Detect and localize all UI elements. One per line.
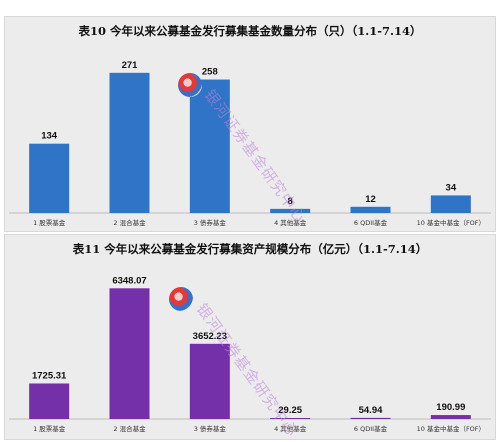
- category-label: 6 QDII基金: [354, 218, 388, 227]
- bar: [109, 288, 150, 419]
- bar: [430, 195, 471, 213]
- bar: [270, 418, 311, 419]
- galaxy-logo-icon: [178, 73, 202, 97]
- bar-value-label: 54.94: [359, 405, 383, 416]
- bar-chart-count: 134 1 股票基金 271 2 混合基金 258 3 债券基金 8 4 其他基金 12 6 QD…: [9, 60, 491, 227]
- bar-value-label: 258: [202, 67, 218, 78]
- bar-chart-assets: 1725.31 1 股票基金 6348.07 2 混合基金 3652.23 3 债券基金 2…: [9, 275, 491, 433]
- bar-value-label: 190.99: [436, 402, 465, 413]
- bar: [29, 143, 70, 213]
- category-label: 10 基金中基金（FOF）: [417, 424, 485, 433]
- bar-value-label: 134: [41, 131, 58, 142]
- category-label: 2 混合基金: [113, 218, 146, 227]
- bar-value-label: 12: [365, 194, 376, 205]
- category-label: 2 混合基金: [113, 424, 146, 433]
- chart-title-count: 表10 今年以来公募基金发行募集基金数量分布（只）（1.1-7.14）: [78, 24, 422, 38]
- category-label: 3 债券基金: [194, 218, 227, 227]
- bar-value-label: 1725.31: [32, 370, 67, 381]
- chart-title-assets: 表11 今年以来公募基金发行募集资产规模分布（亿元）（1.1-7.14）: [72, 242, 428, 256]
- bar-value-label: 3652.23: [193, 331, 227, 342]
- bar: [350, 206, 391, 213]
- bar: [270, 208, 311, 213]
- chart-panel-assets: 表11 今年以来公募基金发行募集资产规模分布（亿元）（1.1-7.14） 172…: [4, 234, 496, 440]
- category-label: 10 基金中基金（FOF）: [417, 218, 485, 227]
- bar: [109, 72, 150, 213]
- bar: [189, 79, 230, 213]
- category-label: 1 股票基金: [33, 218, 66, 227]
- category-label: 1 股票基金: [33, 424, 66, 433]
- bar: [430, 415, 471, 419]
- category-label: 3 债券基金: [194, 424, 227, 433]
- bar: [350, 417, 391, 419]
- category-label: 4 其他基金: [274, 424, 307, 433]
- bar-value-label: 29.25: [278, 405, 302, 416]
- bar-value-label: 34: [446, 182, 457, 193]
- bar-value-label: 8: [288, 196, 293, 207]
- galaxy-logo-icon: [169, 287, 193, 311]
- bar-value-label: 271: [122, 60, 139, 71]
- bar-value-label: 6348.07: [112, 275, 146, 286]
- bar: [189, 343, 230, 419]
- category-label: 6 QDII基金: [354, 424, 388, 433]
- bar: [29, 383, 70, 419]
- category-label: 4 其他基金: [274, 218, 307, 227]
- chart-panel-count: 表10 今年以来公募基金发行募集基金数量分布（只）（1.1-7.14） 134 1…: [4, 16, 496, 232]
